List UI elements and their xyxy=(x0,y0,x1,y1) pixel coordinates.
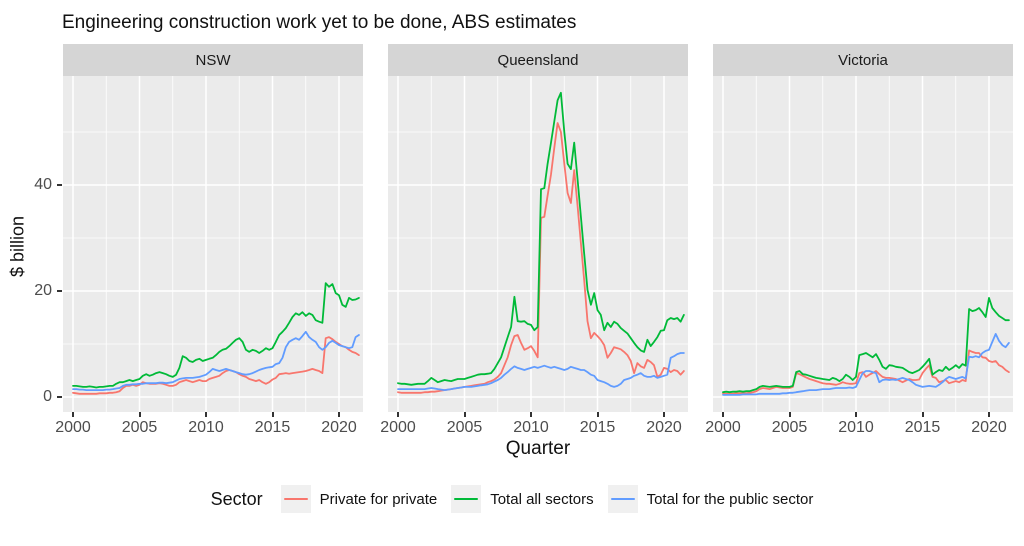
y-tick-mark xyxy=(57,184,62,186)
x-tick-mark xyxy=(338,412,340,417)
line-series-private-for-private xyxy=(722,349,1010,395)
line-series-total-all-sectors xyxy=(397,91,685,386)
x-tick-label: 2020 xyxy=(971,419,1007,436)
legend-item-total-all-sectors: Total all sectors xyxy=(451,485,594,513)
x-tick-label: 2015 xyxy=(579,419,616,436)
x-tick-mark xyxy=(722,412,724,417)
x-tick-label: 2005 xyxy=(771,419,808,436)
x-tick-label: 2000 xyxy=(55,419,91,436)
legend-item-label: Private for private xyxy=(319,490,438,508)
x-tick-label: 2015 xyxy=(904,419,941,436)
plot-panel-nsw xyxy=(63,76,363,412)
legend: Sector Private for private Total all sec… xyxy=(0,485,1024,513)
line-series-total-all-sectors xyxy=(722,296,1010,394)
legend-item-total-public-sector: Total for the public sector xyxy=(607,485,814,513)
line-swatch-blue xyxy=(610,498,635,501)
x-tick-label: 2020 xyxy=(321,419,357,436)
facet-strip-queensland: Queensland xyxy=(388,44,688,76)
x-tick-label: 2005 xyxy=(446,419,483,436)
x-tick-label: 2010 xyxy=(838,419,874,436)
facet-strip-victoria: Victoria xyxy=(713,44,1013,76)
legend-item-label: Total all sectors xyxy=(490,490,594,508)
x-tick-label: 2010 xyxy=(513,419,549,436)
legend-item-label: Total for the public sector xyxy=(646,490,814,508)
y-tick-label: 40 xyxy=(34,176,52,193)
x-tick-mark xyxy=(205,412,207,417)
line-series-total-for-the-public-sector xyxy=(722,332,1010,396)
x-tick-mark xyxy=(72,412,74,417)
chart-title: Engineering construction work yet to be … xyxy=(62,12,577,33)
x-tick-mark xyxy=(988,412,990,417)
plot-panel-queensland xyxy=(388,76,688,412)
panel-background xyxy=(388,76,688,412)
y-tick-label: 0 xyxy=(43,388,52,405)
x-axis-title: Quarter xyxy=(505,438,571,459)
line-swatch-red xyxy=(283,498,308,501)
line-series-total-for-the-public-sector xyxy=(72,330,360,392)
x-tick-label: 2000 xyxy=(380,419,416,436)
line-series-private-for-private xyxy=(72,336,360,395)
x-tick-mark xyxy=(138,412,141,417)
x-tick-mark xyxy=(921,412,924,417)
x-tick-mark xyxy=(271,412,274,417)
x-tick-mark xyxy=(397,412,399,417)
x-tick-mark xyxy=(788,412,791,417)
line-series-total-all-sectors xyxy=(72,282,360,389)
y-tick-mark xyxy=(57,396,62,398)
x-tick-label: 2000 xyxy=(705,419,741,436)
line-series-total-for-the-public-sector xyxy=(397,352,685,392)
x-tick-mark xyxy=(596,412,599,417)
x-tick-mark xyxy=(530,412,532,417)
legend-item-private-for-private: Private for private xyxy=(280,485,438,513)
facet-strip-label: NSW xyxy=(195,51,231,69)
line-swatch-green xyxy=(454,498,479,501)
x-tick-label: 2015 xyxy=(254,419,291,436)
legend-title: Sector xyxy=(210,488,263,509)
x-tick-label: 2020 xyxy=(646,419,682,436)
legend-key-swatch xyxy=(451,485,482,513)
facet-strip-label: Queensland xyxy=(497,51,579,69)
legend-key-swatch xyxy=(607,485,638,513)
panel-background xyxy=(63,76,363,412)
x-tick-mark xyxy=(463,412,466,417)
facet-strip-nsw: NSW xyxy=(63,44,363,76)
plot-panel-victoria xyxy=(713,76,1013,412)
y-tick-label: 20 xyxy=(34,282,52,299)
x-tick-mark xyxy=(663,412,665,417)
x-tick-label: 2005 xyxy=(121,419,158,436)
legend-key-swatch xyxy=(280,485,311,513)
facet-strip-label: Victoria xyxy=(838,51,888,69)
y-tick-mark xyxy=(57,290,62,292)
x-tick-mark xyxy=(855,412,857,417)
x-tick-label: 2010 xyxy=(188,419,224,436)
